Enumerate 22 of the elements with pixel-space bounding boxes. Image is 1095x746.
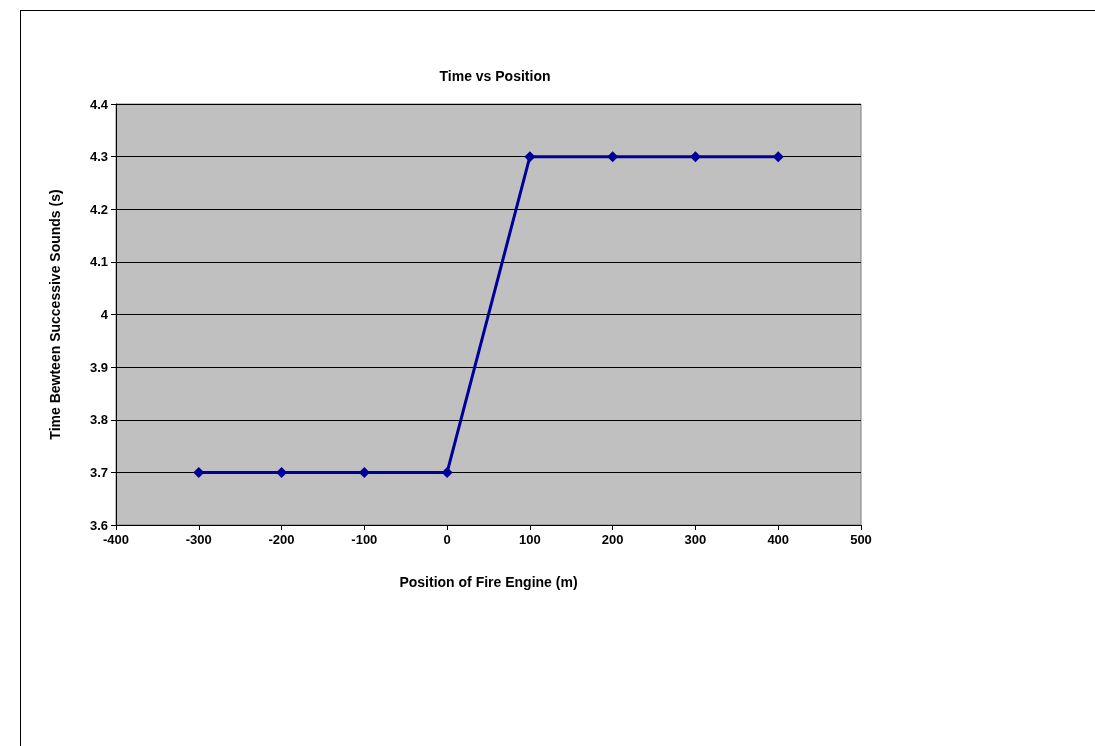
x-tick-label: -300 <box>185 532 212 547</box>
x-tick-label: 0 <box>443 532 451 547</box>
y-axis-title: Time Bewteen Successive Sounds (s) <box>47 189 63 440</box>
x-axis-title: Position of Fire Engine (m) <box>399 574 578 590</box>
x-tick-label: -100 <box>351 532 378 547</box>
x-tick-label: -200 <box>268 532 295 547</box>
y-tick-label: 3.9 <box>89 359 108 375</box>
x-tick-label: -400 <box>102 532 130 547</box>
x-tick-label: 500 <box>850 532 872 547</box>
y-tick-label: 3.7 <box>89 464 108 480</box>
x-tick-label: 100 <box>519 532 541 547</box>
y-tick-label: 3.6 <box>89 517 108 533</box>
y-tick-label: 4.2 <box>89 201 108 217</box>
y-tick-label: 4 <box>100 307 109 322</box>
y-tick-label: 4.4 <box>89 96 109 112</box>
x-tick-label: 200 <box>601 532 624 547</box>
y-tick-label: 3.8 <box>89 412 108 428</box>
x-tick-label: 300 <box>684 532 707 547</box>
x-tick-label: 400 <box>767 532 790 547</box>
chart-title: Time vs Position <box>439 68 551 84</box>
y-tick-label: 4.1 <box>89 254 108 270</box>
y-tick-label: 4.3 <box>89 149 108 165</box>
